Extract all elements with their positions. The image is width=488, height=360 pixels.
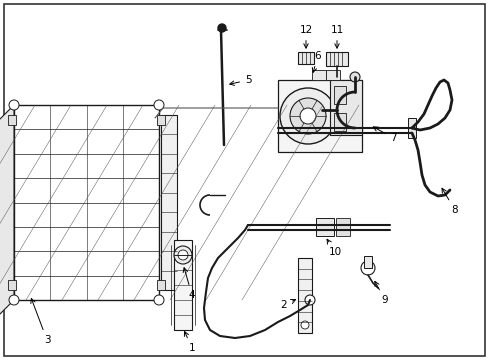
Bar [297,52,313,64]
Text: 6: 6 [312,51,321,72]
Bar [311,70,325,80]
Bar [335,218,349,236]
Bar [325,70,339,80]
Bar [325,52,347,66]
Text: 7: 7 [373,127,396,143]
Text: 12: 12 [299,25,312,48]
Text: 1: 1 [184,332,195,353]
Circle shape [174,246,192,264]
Circle shape [360,261,374,275]
Text: 11: 11 [330,25,343,48]
Bar [161,115,177,290]
Bar [329,80,361,135]
Text: 9: 9 [374,282,387,305]
Circle shape [280,88,335,144]
Circle shape [301,321,308,329]
Bar [14,105,159,300]
Text: 3: 3 [31,298,50,345]
Circle shape [305,295,314,305]
Bar [157,280,164,290]
Text: 5: 5 [229,75,251,85]
Circle shape [154,100,163,110]
Bar [8,115,16,125]
Bar [278,80,361,152]
Bar [157,115,164,125]
Bar [315,218,333,236]
Circle shape [349,72,359,82]
Circle shape [9,295,19,305]
Bar [407,118,415,138]
Bar [297,258,311,333]
Bar [333,86,346,104]
Circle shape [289,98,325,134]
Text: 2: 2 [280,300,295,310]
Text: 4: 4 [183,268,195,300]
Circle shape [299,108,315,124]
Bar [363,256,371,268]
Bar [174,240,192,330]
Circle shape [154,295,163,305]
Circle shape [9,100,19,110]
Circle shape [218,24,225,32]
Text: 10: 10 [326,239,341,257]
Polygon shape [0,105,14,318]
Bar [333,113,346,131]
Circle shape [178,250,187,260]
Text: 8: 8 [441,188,457,215]
Bar [8,280,16,290]
